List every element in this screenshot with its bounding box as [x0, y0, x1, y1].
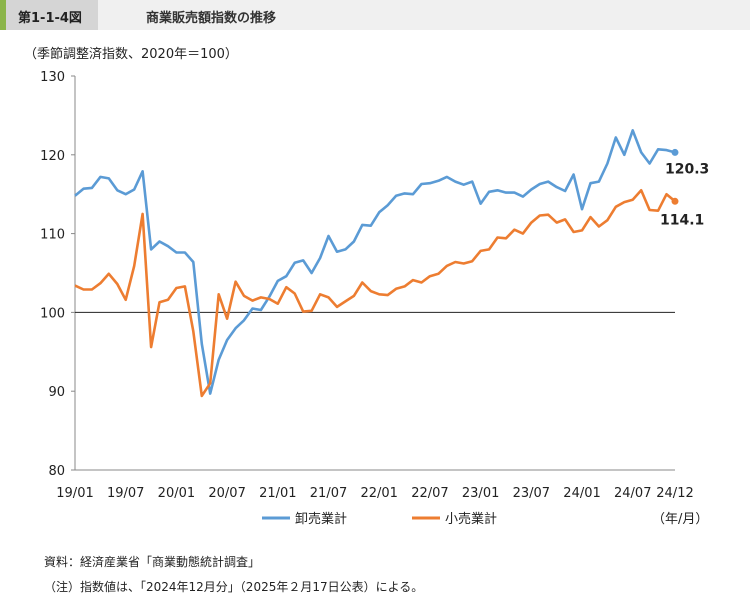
- x-axis-label: （年/月）: [652, 512, 708, 527]
- series-end-point: [671, 197, 679, 205]
- legend-label: 卸売業計: [295, 511, 347, 527]
- x-tick-label: 21/07: [310, 486, 347, 501]
- x-tick-label: 21/01: [259, 486, 296, 501]
- y-tick-labels: 80 90 100 110 120 130: [40, 70, 75, 479]
- y-tick-label: 110: [40, 228, 65, 243]
- legend: 卸売業計 小売業計: [262, 511, 497, 527]
- end-value-labels: 120.3 114.1: [660, 161, 709, 228]
- y-tick-label: 90: [48, 385, 65, 400]
- figure-header: 第1-1-4図 商業販売額指数の推移: [0, 0, 750, 30]
- x-tick-label: 20/01: [158, 486, 195, 501]
- x-tick-label: 24/01: [563, 486, 600, 501]
- x-tick-label: 22/07: [411, 486, 448, 501]
- figure-title: 商業販売額指数の推移: [146, 11, 277, 26]
- series-line-1: [74, 129, 676, 395]
- x-tick-label: 22/01: [360, 486, 397, 501]
- x-tick-label: 19/07: [107, 486, 144, 501]
- y-tick-label: 100: [40, 306, 65, 321]
- legend-label: 小売業計: [445, 511, 497, 527]
- figure-number: 第1-1-4図: [18, 11, 82, 26]
- figure-number-tag: 第1-1-4図: [0, 0, 98, 30]
- x-tick-labels: 19/01 19/07 20/01 20/07 21/01 21/07 22/01 22/07…: [56, 486, 693, 501]
- plot-grid: [74, 76, 675, 471]
- x-tick-label: 19/01: [56, 486, 93, 501]
- series-line-2: [74, 189, 676, 398]
- y-axis-label: （季節調整済指数、2020年＝100）: [24, 46, 238, 62]
- end-value-label: 114.1: [660, 212, 704, 228]
- x-tick-label: 23/01: [462, 486, 499, 501]
- line-chart: （季節調整済指数、2020年＝100） 80 90 100 110 120 130 19/…: [24, 46, 709, 527]
- series-lines: [74, 129, 679, 398]
- series-end-point: [671, 148, 679, 156]
- x-tick-label: 24/07: [614, 486, 651, 501]
- end-value-label: 120.3: [665, 161, 709, 177]
- y-tick-label: 80: [48, 464, 65, 479]
- source-note: 資料：経済産業省「商業動態統計調査」: [44, 555, 261, 569]
- footnote: （注）指数値は、「2024年12月分」（2025年２月17日公表）による。: [44, 580, 424, 594]
- x-tick-label: 20/07: [208, 486, 245, 501]
- x-tick-label: 24/12: [656, 486, 693, 501]
- y-tick-label: 120: [40, 149, 65, 164]
- y-tick-label: 130: [40, 70, 65, 85]
- x-tick-label: 23/07: [513, 486, 550, 501]
